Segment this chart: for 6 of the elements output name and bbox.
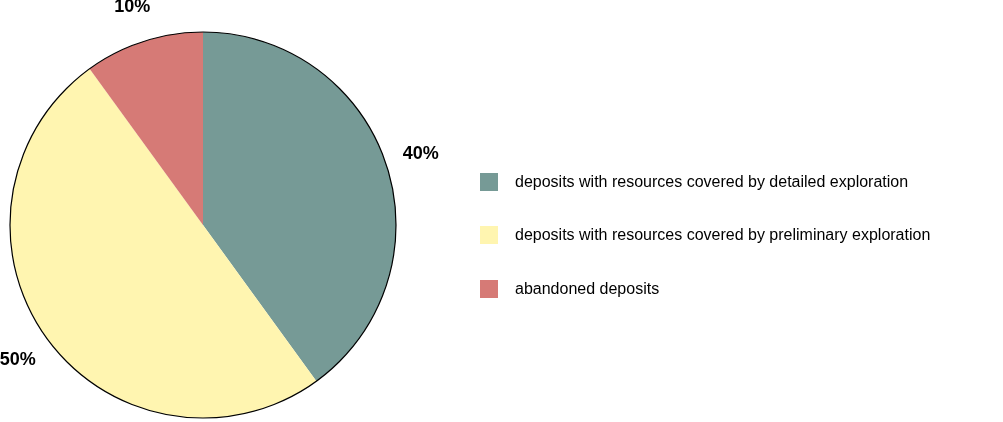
data-label: 50% [0, 348, 36, 369]
legend-label: abandoned deposits [515, 279, 660, 298]
legend-label: deposits with resources covered by preliminary exploration [515, 226, 931, 245]
data-label: 10% [114, 0, 151, 17]
legend-label: deposits with resources covered by detailed exploration [515, 172, 909, 191]
data-label: 40% [402, 143, 439, 164]
